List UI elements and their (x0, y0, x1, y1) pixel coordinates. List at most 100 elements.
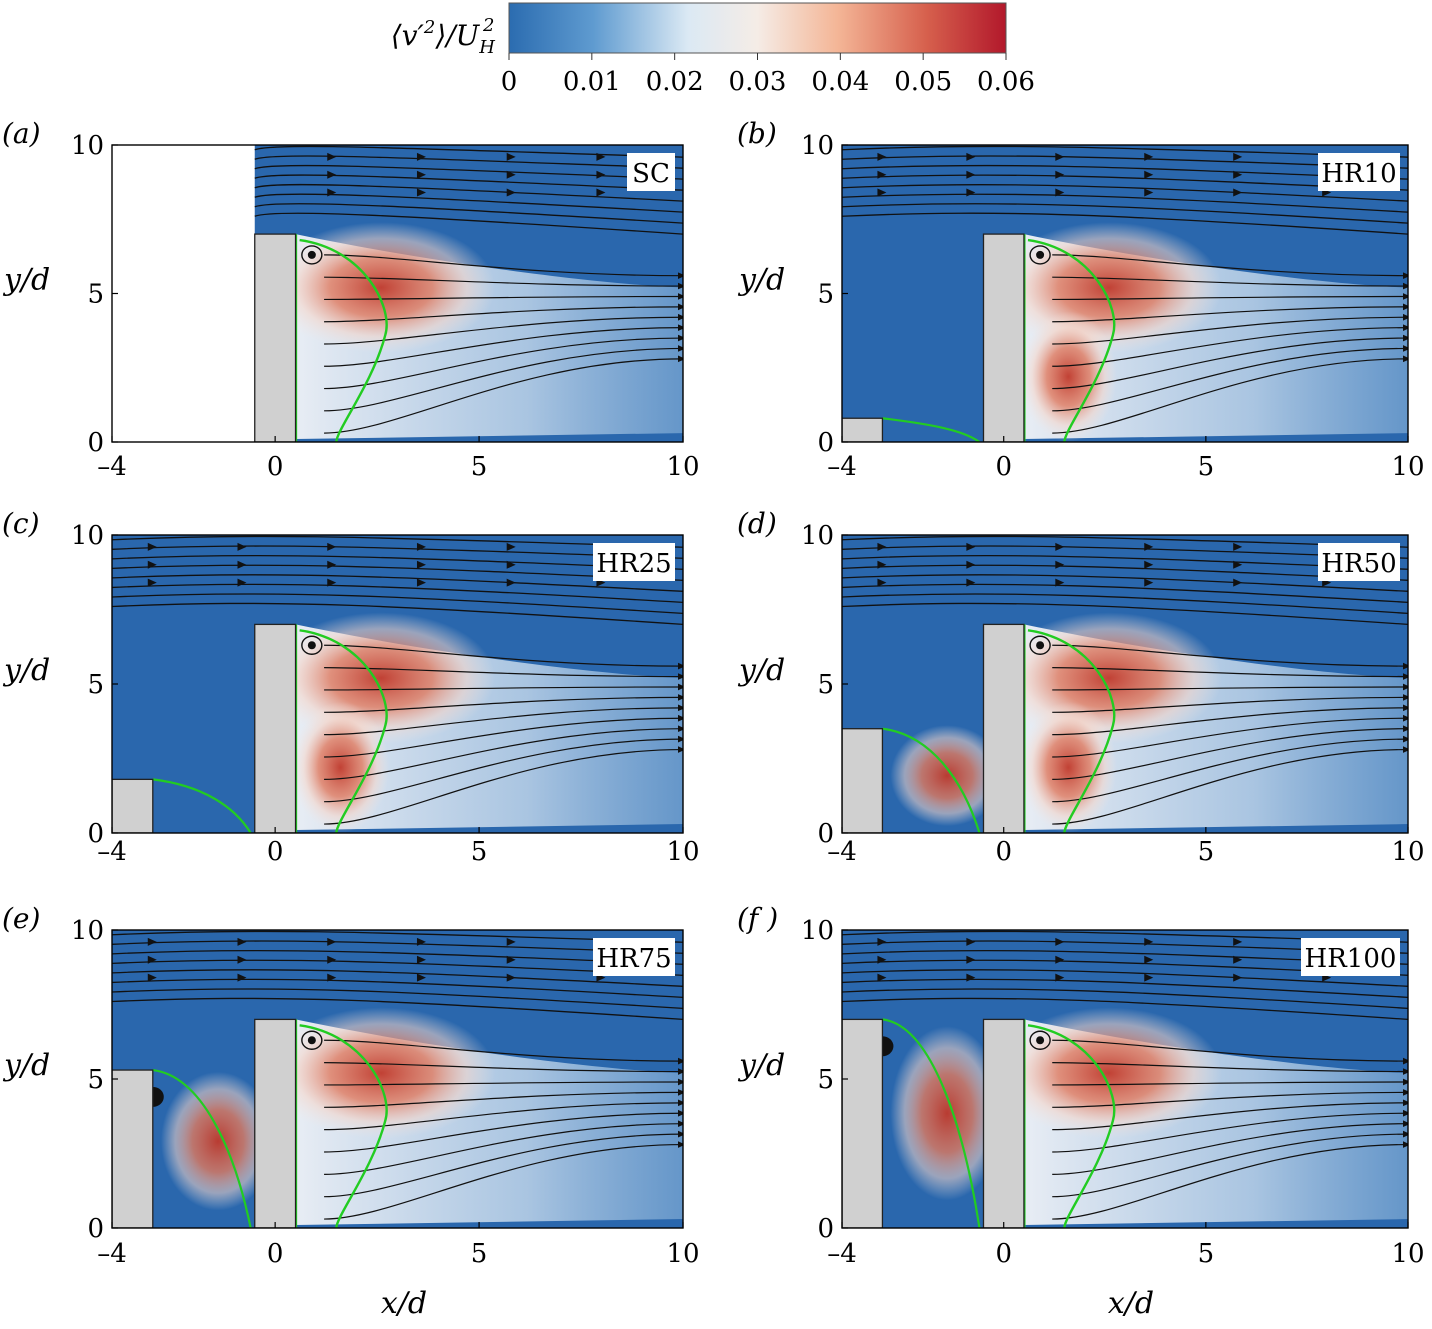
panel-letter: (a) (2, 117, 41, 150)
x-tick-label: 0 (995, 837, 1012, 867)
streamline-arrow (1144, 937, 1154, 946)
streamline (112, 930, 683, 943)
y-tick-label: 10 (71, 131, 104, 161)
streamline (112, 978, 683, 998)
streamline (324, 1039, 683, 1065)
streamline-arrow (147, 973, 157, 982)
streamline-arrow (877, 578, 887, 587)
streamline-arrow (327, 188, 337, 197)
streamline-arrow (416, 542, 426, 551)
streamline-arrow (966, 188, 976, 197)
streamline (324, 746, 683, 825)
streamline-arrow (327, 937, 337, 946)
main-block (982, 1018, 1025, 1228)
high-variance-region (266, 222, 496, 353)
streamline (1052, 293, 1408, 301)
streamline (324, 644, 683, 670)
streamline (112, 988, 683, 1010)
streamline (112, 969, 683, 987)
streamline (842, 203, 1408, 224)
streamline-arrow (327, 973, 337, 982)
y-tick-label: 5 (87, 670, 104, 700)
x-tick-label: –4 (97, 837, 127, 867)
streamline-arrow (877, 973, 887, 982)
case-tag-box (593, 938, 675, 976)
streamline (842, 164, 1408, 180)
case-tag-box (627, 153, 675, 191)
high-variance-region (995, 612, 1223, 744)
streamline (112, 564, 683, 581)
separatrix (299, 1024, 388, 1228)
vortex (1029, 245, 1051, 265)
streamline (842, 183, 1408, 202)
streamline-arrow (416, 973, 426, 982)
streamline-arrow (506, 560, 516, 569)
main-block (982, 623, 1025, 833)
y-tick-label: 0 (87, 428, 104, 458)
x-tick-label: –4 (827, 837, 857, 867)
streamline (112, 959, 683, 976)
colorbar-tick-label: 0.01 (563, 67, 621, 97)
streamline-arrow (596, 170, 606, 179)
streamline-arrow (966, 973, 976, 982)
case-tag-box (593, 543, 675, 581)
panel-letter: (b) (737, 117, 777, 150)
y-tick-label: 5 (817, 670, 834, 700)
streamline-arrow (1055, 560, 1065, 569)
streamline (842, 593, 1408, 615)
case-tag: HR50 (1321, 549, 1396, 579)
streamline (842, 574, 1408, 592)
case-tag: HR100 (1305, 944, 1397, 974)
streamline (1052, 303, 1408, 323)
streamline-arrow (1144, 955, 1154, 964)
y-tick-label: 0 (817, 1214, 834, 1244)
streamline (1052, 683, 1408, 691)
streamline-arrow (966, 542, 976, 551)
x-axis-label-left: x/d (381, 1286, 427, 1321)
streamline (112, 554, 683, 570)
streamline (1052, 1141, 1408, 1220)
streamline (112, 545, 683, 559)
case-tag-box (1301, 938, 1400, 976)
streamline-arrow (506, 955, 516, 964)
streamline (1052, 1099, 1408, 1131)
case-tag: HR25 (596, 549, 671, 579)
y-tick-label: 0 (817, 428, 834, 458)
streamline (1052, 334, 1408, 390)
streamline (1052, 313, 1408, 345)
panel-letter: (d) (737, 507, 777, 540)
streamline (324, 1109, 683, 1153)
upstream-block (842, 1018, 884, 1228)
x-tick-label: 10 (666, 837, 699, 867)
streamline-arrow (237, 542, 247, 551)
streamline (324, 1141, 683, 1220)
y-tick-label: 0 (87, 1214, 104, 1244)
main-block (254, 1018, 297, 1228)
streamline (1052, 746, 1408, 825)
streamline (1052, 735, 1408, 803)
streamline-arrow (506, 542, 516, 551)
main-block (254, 233, 297, 442)
streamline-arrow (416, 578, 426, 587)
y-tick-label: 10 (801, 521, 834, 551)
streamline-arrow (1144, 578, 1154, 587)
streamline (112, 574, 683, 592)
streamline-arrow (1055, 937, 1065, 946)
x-tick-label: –4 (827, 1239, 857, 1269)
streamline-arrow (966, 560, 976, 569)
streamline (254, 183, 683, 202)
streamline-arrow (1144, 188, 1154, 197)
y-tick-label: 0 (817, 819, 834, 849)
x-tick-label: –4 (97, 1239, 127, 1269)
streamline (324, 704, 683, 736)
streamline-arrow (1055, 170, 1065, 179)
streamline (1052, 1120, 1408, 1175)
streamline-arrow (416, 937, 426, 946)
vortex (301, 1030, 323, 1050)
separatrix (1027, 629, 1116, 833)
high-variance-region-gap (890, 725, 1004, 827)
streamline (254, 155, 683, 169)
streamline-arrow (147, 955, 157, 964)
streamline-arrow (327, 170, 337, 179)
streamline (324, 345, 683, 412)
